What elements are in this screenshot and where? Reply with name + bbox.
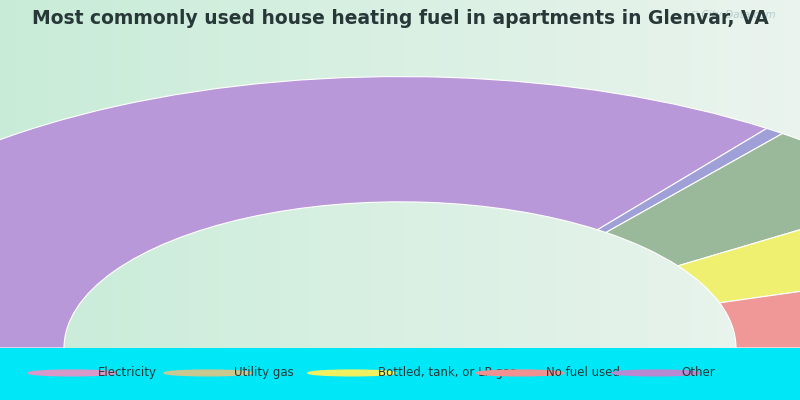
Wedge shape xyxy=(719,264,800,348)
Circle shape xyxy=(28,370,116,376)
Wedge shape xyxy=(678,196,800,303)
Circle shape xyxy=(476,370,564,376)
Text: Most commonly used house heating fuel in apartments in Glenvar, VA: Most commonly used house heating fuel in… xyxy=(32,8,768,28)
Circle shape xyxy=(612,370,700,376)
Wedge shape xyxy=(606,134,800,266)
Text: ⓘ City-Data.com: ⓘ City-Data.com xyxy=(692,10,776,20)
Wedge shape xyxy=(598,128,782,232)
Circle shape xyxy=(164,370,252,376)
Circle shape xyxy=(308,370,396,376)
Text: Utility gas: Utility gas xyxy=(234,366,294,380)
Text: No fuel used: No fuel used xyxy=(546,366,620,380)
Text: Bottled, tank, or LP gas: Bottled, tank, or LP gas xyxy=(378,366,516,380)
Text: Electricity: Electricity xyxy=(98,366,157,380)
Wedge shape xyxy=(0,76,766,348)
Text: Other: Other xyxy=(682,366,715,380)
